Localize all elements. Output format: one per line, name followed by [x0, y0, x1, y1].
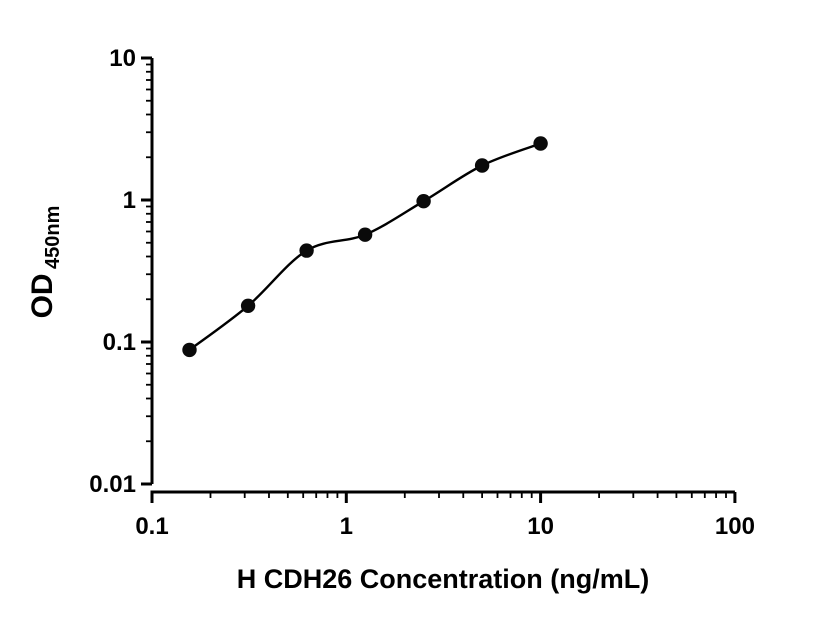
y-axis-label-main: OD [26, 273, 59, 318]
x-tick-label: 100 [715, 513, 755, 540]
fit-curve [188, 142, 542, 351]
x-tick-label: 10 [527, 513, 554, 540]
ticks-group [141, 56, 737, 503]
y-axis-label-subscript: 450nm [42, 206, 64, 269]
data-point [357, 227, 373, 242]
axes-group [150, 58, 735, 494]
data-point [416, 194, 431, 209]
data-point [240, 298, 256, 313]
y-axis-label: OD 450nm [26, 206, 64, 319]
data-points-group [182, 136, 548, 358]
data-point [182, 342, 197, 358]
y-tick-label: 0.1 [103, 329, 136, 356]
x-axis-label: H CDH26 Concentration (ng/mL) [237, 564, 650, 594]
y-tick-label: 0.01 [89, 471, 136, 498]
data-point [299, 243, 314, 258]
data-point [474, 158, 490, 173]
x-tick-label: 0.1 [135, 513, 168, 540]
fit-curve-group [188, 142, 542, 351]
tick-labels-group: 0.1 1 10 100 0.01 0.1 1 10 [89, 45, 755, 540]
y-tick-label: 10 [109, 45, 136, 72]
data-point [533, 136, 548, 151]
y-tick-label: 1 [123, 187, 136, 214]
x-tick-label: 1 [340, 513, 353, 540]
